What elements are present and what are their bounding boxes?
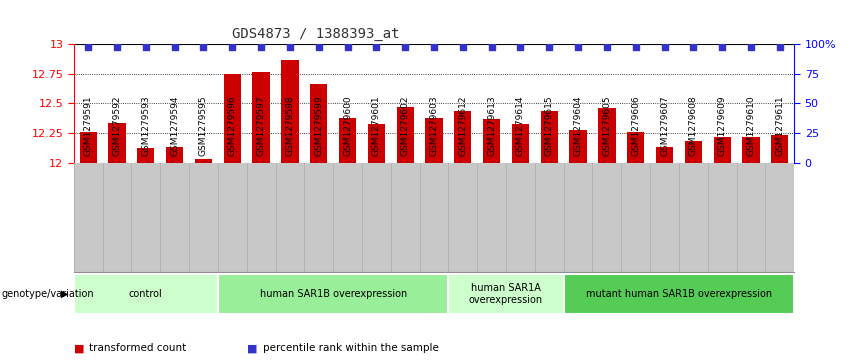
- Point: [600, 44, 614, 50]
- Text: control: control: [129, 289, 162, 299]
- Bar: [108, 123, 126, 163]
- Bar: [281, 60, 299, 163]
- Point: [398, 44, 412, 50]
- Point: [427, 44, 441, 50]
- Bar: [310, 84, 327, 163]
- Bar: [713, 137, 731, 163]
- Point: [514, 44, 528, 50]
- Bar: [563, 274, 794, 314]
- Bar: [368, 124, 385, 163]
- Bar: [569, 130, 587, 163]
- Point: [571, 44, 585, 50]
- Point: [658, 44, 672, 50]
- Point: [715, 44, 729, 50]
- Bar: [218, 274, 449, 314]
- Bar: [627, 132, 644, 163]
- Bar: [253, 72, 270, 163]
- Bar: [512, 124, 529, 163]
- Point: [168, 44, 181, 50]
- Point: [340, 44, 354, 50]
- Point: [687, 44, 700, 50]
- Bar: [397, 107, 414, 163]
- Point: [744, 44, 758, 50]
- Bar: [771, 135, 788, 163]
- Point: [254, 44, 268, 50]
- Text: transformed count: transformed count: [89, 343, 187, 354]
- Text: ■: ■: [74, 343, 84, 354]
- Bar: [656, 147, 674, 163]
- Bar: [425, 118, 443, 163]
- Text: percentile rank within the sample: percentile rank within the sample: [263, 343, 439, 354]
- Point: [110, 44, 124, 50]
- Text: human SAR1A
overexpression: human SAR1A overexpression: [469, 283, 543, 305]
- Point: [139, 44, 153, 50]
- Point: [312, 44, 326, 50]
- Point: [628, 44, 642, 50]
- Bar: [74, 274, 218, 314]
- Bar: [742, 137, 760, 163]
- Text: mutant human SAR1B overexpression: mutant human SAR1B overexpression: [586, 289, 772, 299]
- Bar: [166, 147, 183, 163]
- Text: ■: ■: [247, 343, 258, 354]
- Point: [773, 44, 786, 50]
- Bar: [339, 118, 356, 163]
- Bar: [80, 132, 97, 163]
- Bar: [137, 148, 155, 163]
- Point: [456, 44, 470, 50]
- Bar: [541, 111, 558, 163]
- Point: [82, 44, 95, 50]
- Point: [484, 44, 498, 50]
- Bar: [685, 140, 702, 163]
- Bar: [224, 73, 241, 163]
- Bar: [194, 159, 212, 163]
- Point: [370, 44, 384, 50]
- Bar: [454, 111, 471, 163]
- Point: [283, 44, 297, 50]
- Text: genotype/variation: genotype/variation: [2, 289, 95, 299]
- Point: [196, 44, 210, 50]
- Bar: [598, 108, 615, 163]
- Text: ▶: ▶: [61, 289, 69, 299]
- Text: human SAR1B overexpression: human SAR1B overexpression: [260, 289, 407, 299]
- Point: [226, 44, 240, 50]
- Bar: [483, 119, 500, 163]
- Text: GDS4873 / 1388393_at: GDS4873 / 1388393_at: [233, 27, 400, 41]
- Bar: [449, 274, 563, 314]
- Point: [542, 44, 556, 50]
